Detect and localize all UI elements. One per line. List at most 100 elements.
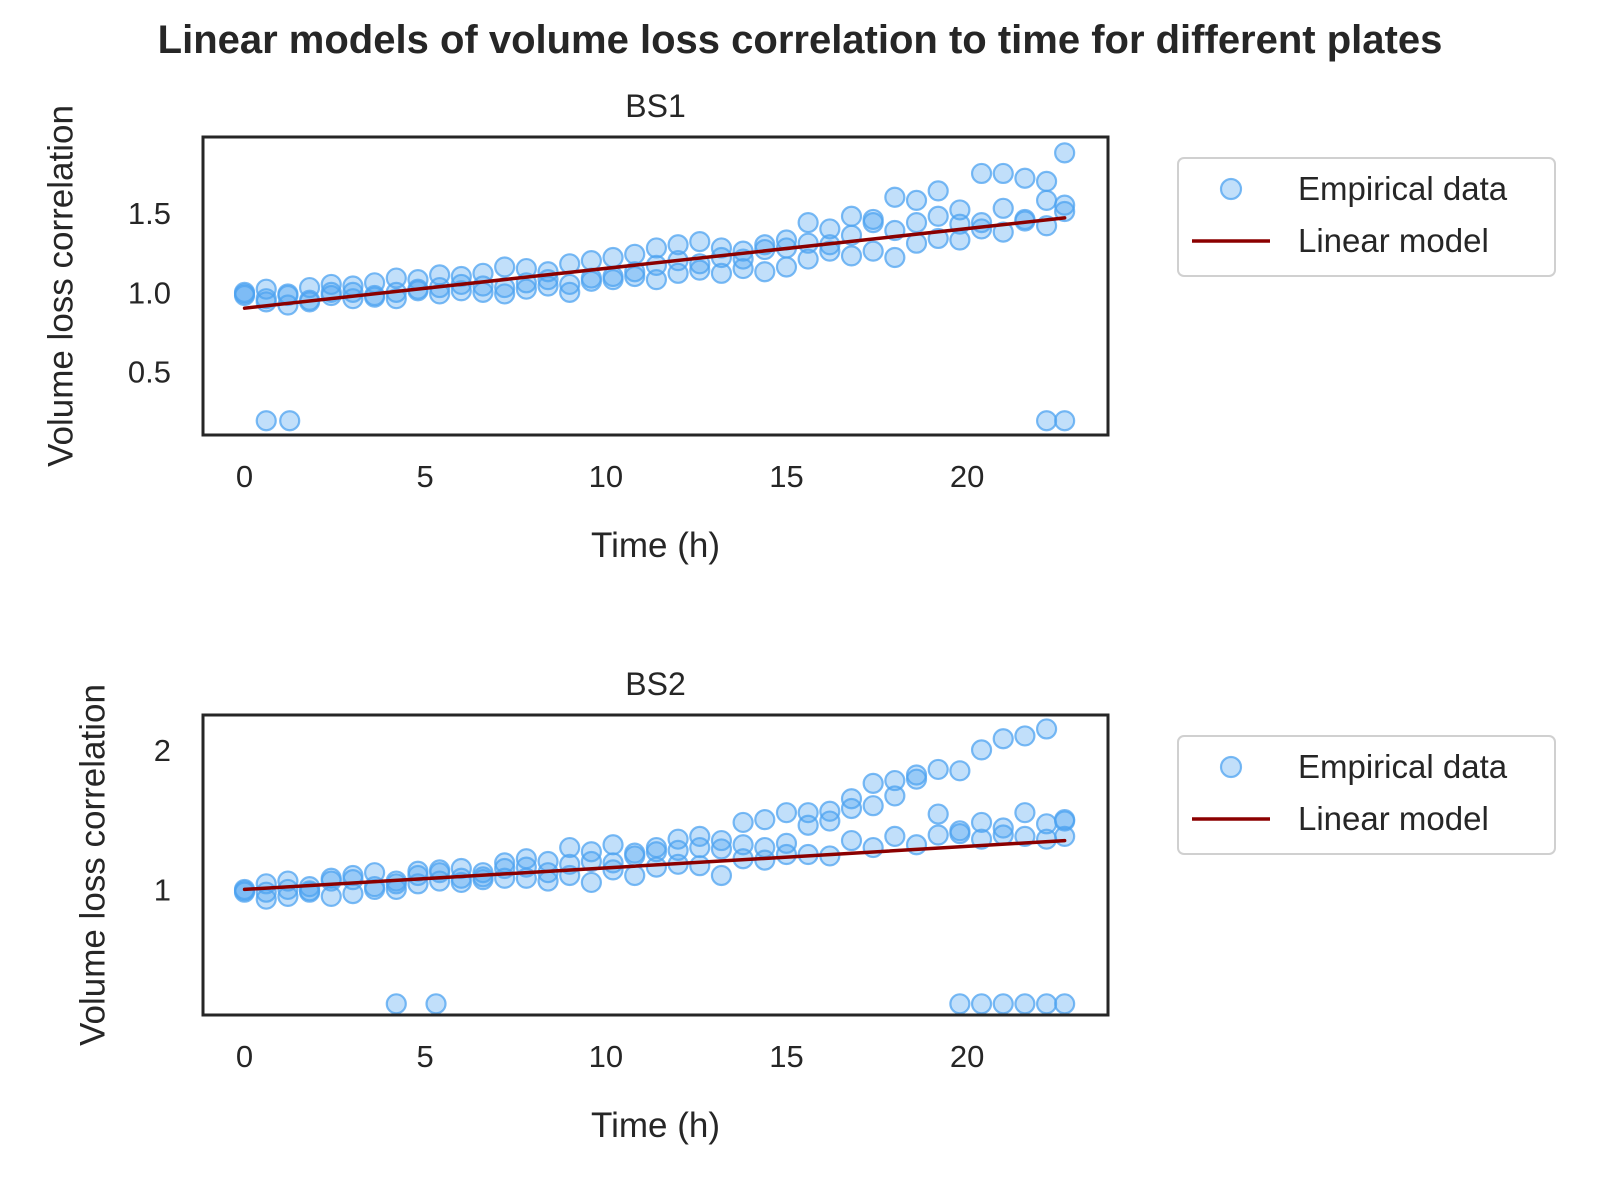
legend: Empirical data Linear model (1177, 157, 1556, 277)
data-point (342, 883, 364, 905)
data-point (710, 838, 733, 860)
data-point (862, 836, 884, 859)
legend-box (1177, 735, 1556, 855)
data-point (927, 803, 949, 825)
data-point (624, 265, 646, 288)
data-point (970, 162, 993, 185)
data-point (255, 291, 277, 313)
data-point (537, 275, 559, 297)
data-point (1035, 718, 1058, 740)
y-tick-label: 0.5 (128, 355, 171, 390)
data-point (1054, 200, 1076, 223)
data-point (580, 250, 602, 272)
data-point (797, 248, 819, 270)
data-point (732, 811, 754, 834)
data-point (559, 273, 581, 296)
data-point (949, 993, 971, 1015)
data-point (775, 832, 798, 854)
data-point (385, 288, 407, 310)
y-tick-label: 1.0 (128, 275, 171, 310)
data-point (819, 810, 841, 832)
x-tick-label: 0 (236, 1039, 253, 1074)
legend-label-empirical: Empirical data (1298, 170, 1508, 207)
data-point (862, 240, 884, 262)
data-point (970, 811, 993, 834)
data-point (884, 785, 906, 807)
x-tick-label: 20 (950, 459, 984, 494)
data-point (1054, 194, 1076, 216)
data-point (385, 267, 407, 289)
data-point (710, 262, 733, 284)
data-point (862, 772, 884, 794)
data-point (1014, 725, 1036, 747)
data-point (645, 841, 668, 863)
data-point (385, 993, 407, 1015)
data-point (1014, 167, 1036, 189)
data-point (992, 728, 1014, 750)
data-point (602, 246, 624, 269)
data-point (927, 180, 949, 202)
data-point (1054, 810, 1076, 832)
data-point (429, 870, 451, 892)
data-point (580, 871, 602, 894)
data-point (949, 199, 971, 221)
data-point (927, 205, 949, 227)
data-point (862, 211, 884, 234)
data-point (905, 211, 928, 234)
y-tick-label: 1.5 (128, 196, 171, 231)
data-point (602, 859, 624, 881)
data-point (425, 993, 447, 1015)
data-point (624, 864, 646, 887)
data-point (710, 829, 733, 852)
data-point (905, 768, 928, 790)
x-tick-label: 10 (589, 1039, 623, 1074)
x-tick-label: 0 (236, 459, 253, 494)
data-point (1035, 993, 1058, 1015)
data-point (624, 243, 646, 265)
data-point (580, 850, 602, 873)
legend-box (1177, 157, 1556, 277)
data-point (754, 261, 776, 283)
data-point (949, 229, 971, 251)
x-axis-label: Time (h) (591, 526, 720, 565)
y-axis-label: Volume loss correlation (73, 684, 112, 1046)
data-point (840, 829, 863, 852)
data-point (277, 885, 299, 907)
data-point (494, 867, 516, 889)
data-point (689, 855, 711, 877)
x-axis-label: Time (h) (591, 1106, 720, 1145)
linear-model-line (242, 216, 1067, 310)
data-point (320, 273, 342, 296)
data-point (1054, 993, 1076, 1015)
data-point (667, 828, 689, 850)
data-point (645, 269, 668, 291)
data-point (775, 843, 798, 866)
data-point (537, 870, 559, 892)
data-point (494, 283, 516, 305)
data-point (255, 410, 277, 432)
data-point (1054, 142, 1076, 164)
chart-panel-bs1: BS1 0 5 10 15 20 0.5 1.0 1.5 Time (h) Volume loss … (41, 88, 1556, 565)
data-point (775, 256, 798, 278)
legend-label-linear: Linear model (1298, 222, 1489, 259)
figure-title: Linear models of volume loss correlation… (157, 18, 1443, 62)
x-tick-label: 20 (950, 1039, 984, 1074)
data-point (515, 278, 537, 300)
data-point (862, 795, 884, 817)
data-point (624, 845, 646, 867)
plot-area (233, 718, 1076, 1015)
data-point (992, 221, 1014, 243)
legend: Empirical data Linear model (1177, 735, 1556, 855)
data-point (992, 993, 1014, 1015)
data-point (992, 817, 1014, 839)
x-tick-label: 15 (769, 459, 803, 494)
data-point (1054, 410, 1076, 432)
data-point (233, 881, 256, 903)
data-point (689, 836, 711, 859)
y-axis-label: Volume loss correlation (41, 105, 80, 467)
data-point (689, 825, 711, 847)
data-point (472, 281, 494, 303)
data-point (580, 270, 602, 292)
data-point (927, 824, 949, 846)
